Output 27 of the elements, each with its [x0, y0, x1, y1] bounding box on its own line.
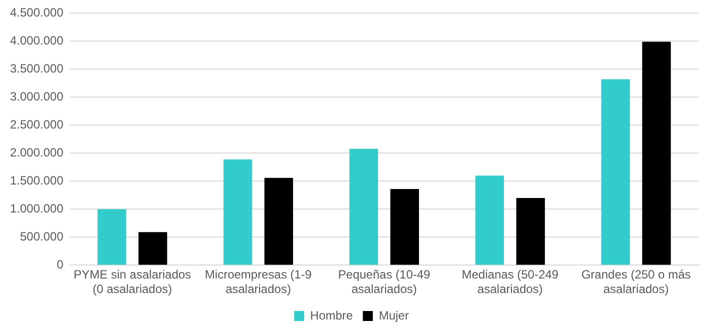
bar — [475, 176, 504, 265]
x-tick-label: Grandes (250 o más asalariados) — [581, 268, 691, 296]
legend-label: Mujer — [378, 308, 409, 322]
bar — [264, 178, 294, 265]
bar — [516, 198, 545, 265]
bar — [138, 232, 168, 265]
x-tick-label: Pequeñas (10-49 asalariados) — [338, 268, 431, 296]
bar — [601, 79, 630, 265]
bar — [390, 189, 419, 265]
y-tick-label: 1.000.000 — [10, 202, 64, 216]
bar — [98, 209, 126, 265]
bar — [642, 42, 671, 265]
y-tick-label: 2.000.000 — [10, 146, 64, 160]
y-tick-label: 4.500.000 — [10, 6, 64, 20]
x-tick-label: Microempresas (1-9 asalariados) — [204, 268, 312, 296]
y-tick-label: 4.000.000 — [10, 34, 64, 48]
x-tick-label: Medianas (50-249 asalariados) — [462, 268, 559, 296]
y-tick-label: 500.000 — [20, 230, 64, 244]
y-tick-label: 3.500.000 — [10, 62, 64, 76]
bar — [223, 159, 252, 265]
y-tick-label: 0 — [56, 258, 64, 272]
bar — [349, 148, 378, 265]
y-tick-label: 2.500.000 — [10, 118, 64, 132]
y-tick-label: 3.000.000 — [10, 90, 64, 104]
y-tick-label: 1.500.000 — [10, 174, 64, 188]
legend-label: Hombre — [310, 308, 354, 322]
x-tick-label: PYME sin asalariados (0 asalariados) — [74, 268, 192, 296]
